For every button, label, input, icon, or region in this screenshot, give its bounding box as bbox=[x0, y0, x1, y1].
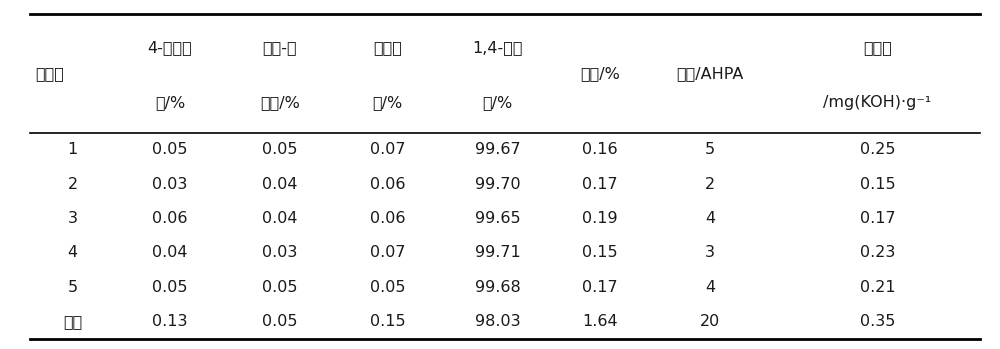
Text: 20: 20 bbox=[700, 314, 720, 329]
Text: 3: 3 bbox=[68, 211, 78, 226]
Text: 0.25: 0.25 bbox=[860, 142, 895, 157]
Text: 4: 4 bbox=[705, 280, 715, 295]
Text: 0.05: 0.05 bbox=[262, 280, 298, 295]
Text: 0.05: 0.05 bbox=[370, 280, 405, 295]
Text: 0.04: 0.04 bbox=[262, 211, 298, 226]
Text: 0.17: 0.17 bbox=[582, 280, 618, 295]
Text: 5: 5 bbox=[705, 142, 715, 157]
Text: 0.35: 0.35 bbox=[860, 314, 895, 329]
Text: 0.03: 0.03 bbox=[152, 177, 188, 192]
Text: 0.15: 0.15 bbox=[582, 245, 618, 260]
Text: 羰基值: 羰基值 bbox=[863, 40, 892, 55]
Text: 0.06: 0.06 bbox=[152, 211, 188, 226]
Text: 0.06: 0.06 bbox=[370, 177, 405, 192]
Text: 0.04: 0.04 bbox=[152, 245, 188, 260]
Text: 0.05: 0.05 bbox=[152, 142, 188, 157]
Text: 醛/%: 醛/% bbox=[155, 96, 185, 110]
Text: 醛/%: 醛/% bbox=[372, 96, 403, 110]
Text: 1.64: 1.64 bbox=[582, 314, 618, 329]
Text: 环状缩: 环状缩 bbox=[373, 40, 402, 55]
Text: 99.67: 99.67 bbox=[475, 142, 520, 157]
Text: 99.68: 99.68 bbox=[475, 280, 520, 295]
Text: 其他/%: 其他/% bbox=[580, 66, 620, 81]
Text: 0.15: 0.15 bbox=[370, 314, 405, 329]
Text: 4: 4 bbox=[67, 245, 78, 260]
Text: 2: 2 bbox=[67, 177, 78, 192]
Text: 0.07: 0.07 bbox=[370, 245, 405, 260]
Text: /mg(KOH)·g⁻¹: /mg(KOH)·g⁻¹ bbox=[823, 96, 932, 110]
Text: 99.70: 99.70 bbox=[475, 177, 520, 192]
Text: 0.05: 0.05 bbox=[262, 142, 298, 157]
Text: 甲基-丁: 甲基-丁 bbox=[263, 40, 297, 55]
Text: 1,4-丁二: 1,4-丁二 bbox=[472, 40, 523, 55]
Text: 0.05: 0.05 bbox=[262, 314, 298, 329]
Text: 0.05: 0.05 bbox=[152, 280, 188, 295]
Text: 0.17: 0.17 bbox=[860, 211, 895, 226]
Text: 1: 1 bbox=[67, 142, 78, 157]
Text: 3: 3 bbox=[705, 245, 715, 260]
Text: 4: 4 bbox=[705, 211, 715, 226]
Text: 98.03: 98.03 bbox=[475, 314, 520, 329]
Text: 4-羟基丁: 4-羟基丁 bbox=[148, 40, 192, 55]
Text: 二醇/%: 二醇/% bbox=[260, 96, 300, 110]
Text: 0.23: 0.23 bbox=[860, 245, 895, 260]
Text: 2: 2 bbox=[705, 177, 715, 192]
Text: 0.06: 0.06 bbox=[370, 211, 405, 226]
Text: 0.15: 0.15 bbox=[860, 177, 895, 192]
Text: 0.03: 0.03 bbox=[262, 245, 298, 260]
Text: 99.71: 99.71 bbox=[475, 245, 520, 260]
Text: 5: 5 bbox=[67, 280, 78, 295]
Text: 商品: 商品 bbox=[63, 314, 82, 329]
Text: 0.16: 0.16 bbox=[582, 142, 618, 157]
Text: 0.21: 0.21 bbox=[860, 280, 895, 295]
Text: 0.19: 0.19 bbox=[582, 211, 618, 226]
Text: 0.07: 0.07 bbox=[370, 142, 405, 157]
Text: 醇/%: 醇/% bbox=[482, 96, 513, 110]
Text: 0.17: 0.17 bbox=[582, 177, 618, 192]
Text: 99.65: 99.65 bbox=[475, 211, 520, 226]
Text: 催化剂: 催化剂 bbox=[35, 66, 64, 81]
Text: 色度/AHPA: 色度/AHPA bbox=[676, 66, 744, 81]
Text: 0.13: 0.13 bbox=[152, 314, 188, 329]
Text: 0.04: 0.04 bbox=[262, 177, 298, 192]
